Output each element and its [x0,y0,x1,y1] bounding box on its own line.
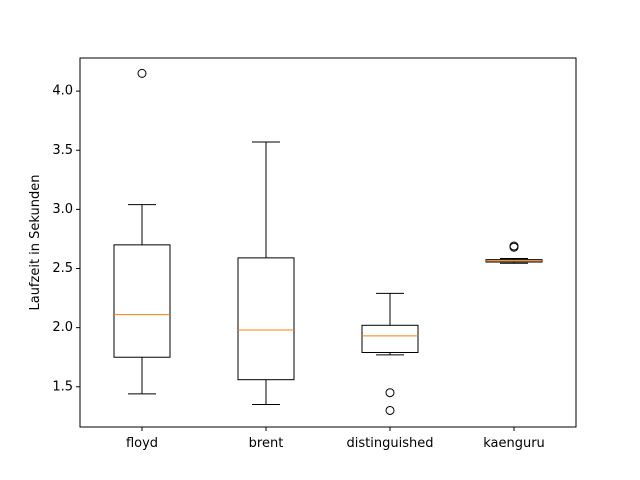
x-tick-label: floyd [126,436,158,451]
y-tick-label: 2.5 [52,261,73,276]
x-tick-label: brent [249,436,284,451]
x-tick-label: kaenguru [483,436,545,451]
box-group-floyd [113,68,171,395]
iqr-box [361,324,419,353]
box-group-brent [237,141,295,406]
y-tick-label: 3.5 [52,143,73,158]
outlier-point [385,388,395,398]
iqr-box [113,244,171,358]
y-tick-label: 3.0 [52,202,73,217]
box-group-distinguished [361,292,419,415]
y-tick-label: 4.0 [52,84,73,99]
box-group-kaenguru [485,241,543,264]
outlier-point [137,68,147,78]
x-axis: floyd brent distinguished kaenguru [126,427,545,451]
y-tick-label: 1.5 [52,379,73,394]
plot-frame [79,57,577,428]
x-tick-label: distinguished [347,436,434,451]
iqr-box [237,257,295,381]
y-axis-label: Laufzeit in Sekunden [28,174,43,310]
y-tick-label: 2.0 [52,320,73,335]
boxes-layer [113,68,543,415]
outlier-point [509,241,519,251]
y-axis: 1.5 2.0 2.5 3.0 3.5 4.0 [52,84,80,394]
outlier-point [385,405,395,415]
